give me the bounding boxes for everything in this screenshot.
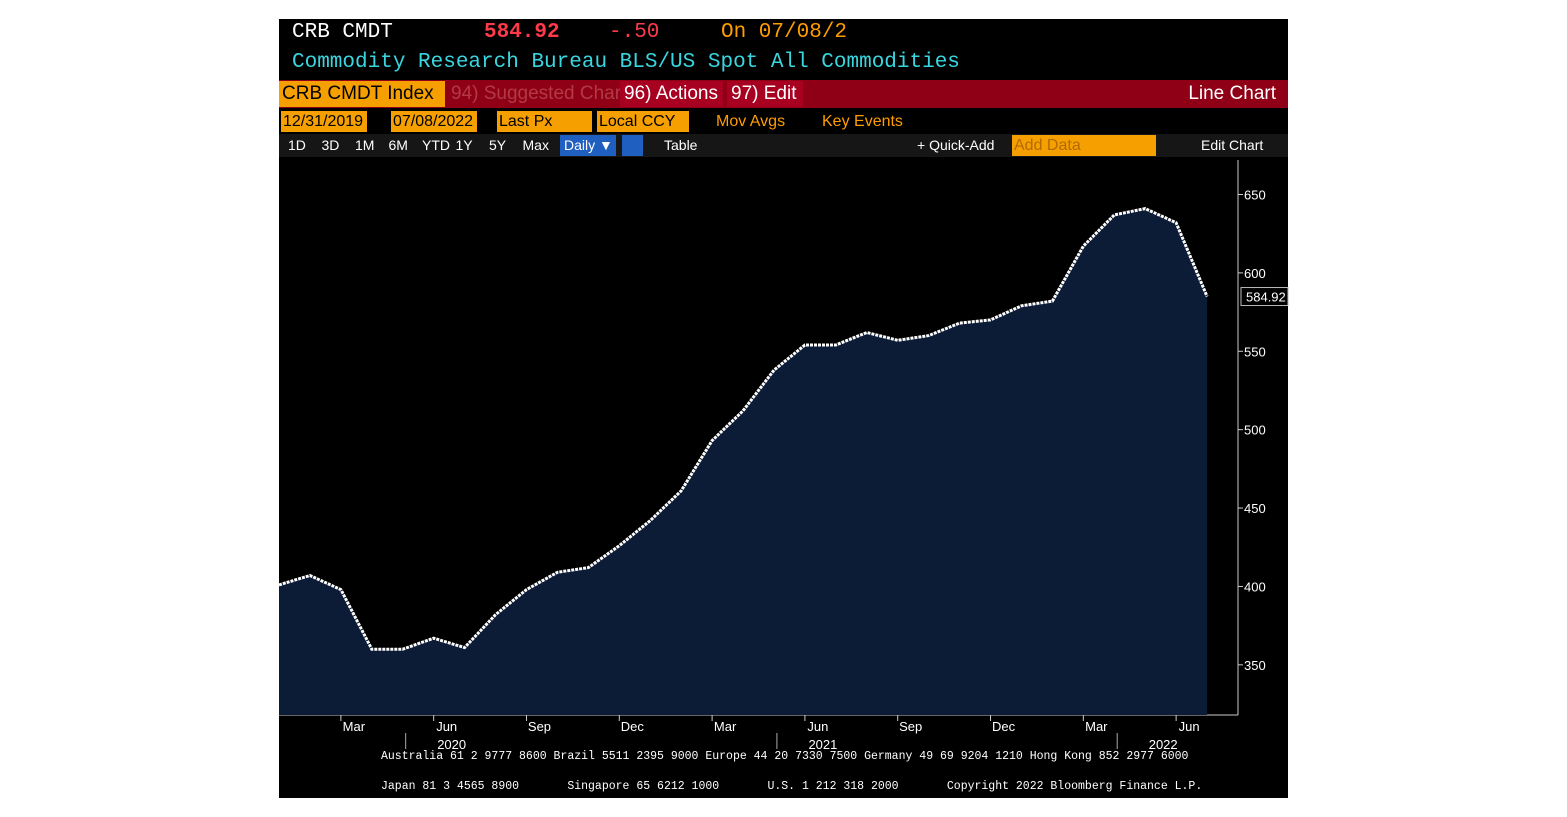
quick-add[interactable]: + Quick-Add bbox=[917, 137, 995, 153]
description: Commodity Research Bureau BLS/US Spot Al… bbox=[292, 51, 960, 74]
period-button[interactable]: YTD bbox=[422, 137, 450, 153]
period-button[interactable]: 1Y bbox=[455, 137, 473, 153]
footer-line: Australia 61 2 9777 8600 Brazil 5511 239… bbox=[381, 750, 1189, 763]
start-date[interactable]: 12/31/2019 bbox=[281, 111, 367, 132]
line-icon[interactable] bbox=[622, 135, 643, 156]
date-label: On 07/08/2 bbox=[721, 21, 848, 44]
end-date[interactable]: 07/08/2022 bbox=[391, 111, 477, 132]
chart-kind: Line Chart bbox=[1188, 83, 1276, 104]
mov-avgs[interactable]: Mov Avgs bbox=[716, 113, 786, 130]
table-button[interactable]: Table bbox=[664, 137, 698, 153]
key-events[interactable]: Key Events bbox=[822, 113, 903, 130]
currency-select[interactable]: Local CCY bbox=[597, 111, 689, 132]
suggested-charts[interactable]: 94) Suggested Charts bbox=[451, 83, 636, 104]
frequency-select[interactable]: Daily ▼ bbox=[560, 135, 616, 156]
field-select[interactable]: Last Px bbox=[497, 111, 592, 132]
edit-menu[interactable]: 97) Edit bbox=[727, 81, 803, 107]
security-field[interactable]: CRB CMDT Index bbox=[279, 81, 445, 107]
period-button[interactable]: Max bbox=[522, 137, 549, 153]
change: -.50 bbox=[609, 21, 660, 44]
price: 584.92 bbox=[484, 21, 560, 44]
period-button[interactable]: 3D bbox=[321, 137, 340, 153]
period-button[interactable]: 5Y bbox=[489, 137, 507, 153]
period-button[interactable]: 1D bbox=[288, 137, 306, 153]
add-data[interactable]: Add Data bbox=[1012, 135, 1156, 156]
footer-line: Japan 81 3 4565 8900 Singapore 65 6212 1… bbox=[381, 780, 1203, 793]
terminal-panel: CRB CMDT 584.92 -.50 On 07/08/2 Commodit… bbox=[279, 19, 1288, 798]
period-button[interactable]: 1M bbox=[355, 137, 375, 153]
edit-chart[interactable]: Edit Chart bbox=[1201, 137, 1264, 153]
period-button[interactable]: 6M bbox=[388, 137, 408, 153]
actions-menu[interactable]: 96) Actions bbox=[620, 81, 723, 107]
ticker: CRB CMDT bbox=[292, 21, 393, 44]
